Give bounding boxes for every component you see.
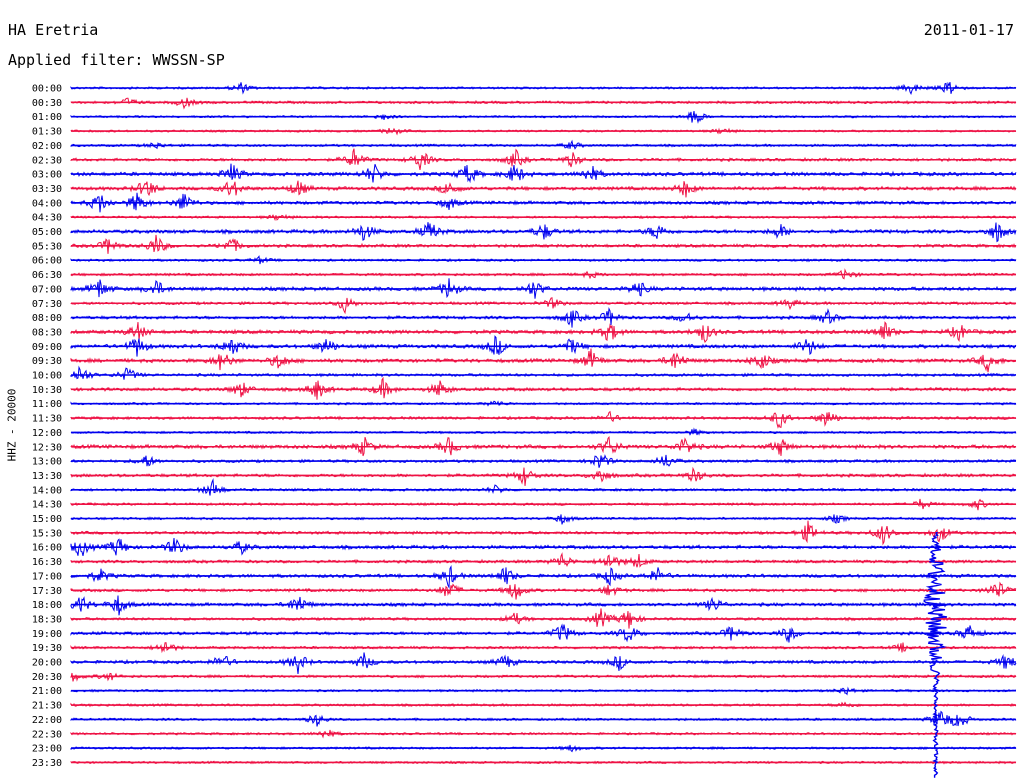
time-label: 02:00 (32, 141, 62, 152)
trace-2000 (70, 652, 1017, 675)
time-label: 13:00 (32, 457, 62, 468)
time-label: 20:00 (32, 658, 62, 669)
time-label: 23:00 (32, 744, 62, 755)
time-label: 09:00 (32, 342, 62, 353)
time-label: 03:00 (32, 170, 62, 181)
time-label: 18:30 (32, 614, 62, 625)
time-label: 12:00 (32, 428, 62, 439)
time-label: 22:30 (32, 729, 62, 740)
trace-0030 (70, 97, 1017, 110)
time-label: 18:00 (32, 600, 62, 611)
time-label: 22:00 (32, 715, 62, 726)
time-label: 09:30 (32, 356, 62, 367)
trace-0300 (70, 163, 1017, 184)
time-label: 11:00 (32, 399, 62, 410)
time-label: 07:00 (32, 284, 62, 295)
time-label: 19:00 (32, 629, 62, 640)
time-label: 12:30 (32, 442, 62, 453)
time-label: 01:00 (32, 112, 62, 123)
time-label: 01:30 (32, 127, 62, 138)
trace-1330 (70, 466, 1017, 486)
seismic-traces (70, 81, 1017, 765)
trace-0930 (70, 348, 1017, 373)
record-date: 2011-01-17 (923, 21, 1014, 39)
time-label: 00:30 (32, 98, 62, 109)
trace-1700 (70, 564, 1017, 590)
station-title: HA Eretria (8, 21, 99, 39)
trace-1800 (70, 595, 1017, 616)
time-label: 04:30 (32, 213, 62, 224)
filter-label: Applied filter: WWSSN-SP (8, 51, 225, 69)
time-label: 15:30 (32, 528, 62, 539)
trace-1400 (70, 478, 1017, 496)
time-label: 00:00 (32, 84, 62, 95)
earthquake-spike (923, 532, 948, 778)
trace-1630 (70, 552, 1017, 568)
time-label: 10:30 (32, 385, 62, 396)
time-label: 21:30 (32, 701, 62, 712)
time-label: 02:30 (32, 155, 62, 166)
time-label: 16:00 (32, 543, 62, 554)
trace-1130 (70, 410, 1017, 429)
time-label: 06:30 (32, 270, 62, 281)
trace-0730 (70, 297, 1017, 315)
time-label: 03:30 (32, 184, 62, 195)
time-label: 11:30 (32, 414, 62, 425)
time-label: 14:00 (32, 485, 62, 496)
trace-1500 (70, 514, 1017, 525)
time-label: 08:00 (32, 313, 62, 324)
time-label: 19:30 (32, 643, 62, 654)
time-label: 08:30 (32, 327, 62, 338)
time-label: 06:00 (32, 256, 62, 267)
time-label: 15:00 (32, 514, 62, 525)
time-label: 14:30 (32, 500, 62, 511)
time-label: 21:00 (32, 686, 62, 697)
trace-1000 (70, 365, 1017, 380)
time-label: 17:30 (32, 586, 62, 597)
time-label: 05:30 (32, 241, 62, 252)
time-label: 10:00 (32, 371, 62, 382)
time-label: 07:30 (32, 299, 62, 310)
time-label: 17:00 (32, 571, 62, 582)
time-label: 20:30 (32, 672, 62, 683)
time-label: 13:30 (32, 471, 62, 482)
time-label: 23:30 (32, 758, 62, 769)
time-label: 04:00 (32, 198, 62, 209)
time-label: 05:00 (32, 227, 62, 238)
trace-2030 (70, 672, 1017, 682)
time-labels: 00:00 00:30 01:00 01:30 02:00 02:30 03:00 03:30… (32, 84, 62, 769)
time-label: 16:30 (32, 557, 62, 568)
trace-1730 (70, 581, 1017, 600)
earthquake-trace (923, 532, 948, 778)
